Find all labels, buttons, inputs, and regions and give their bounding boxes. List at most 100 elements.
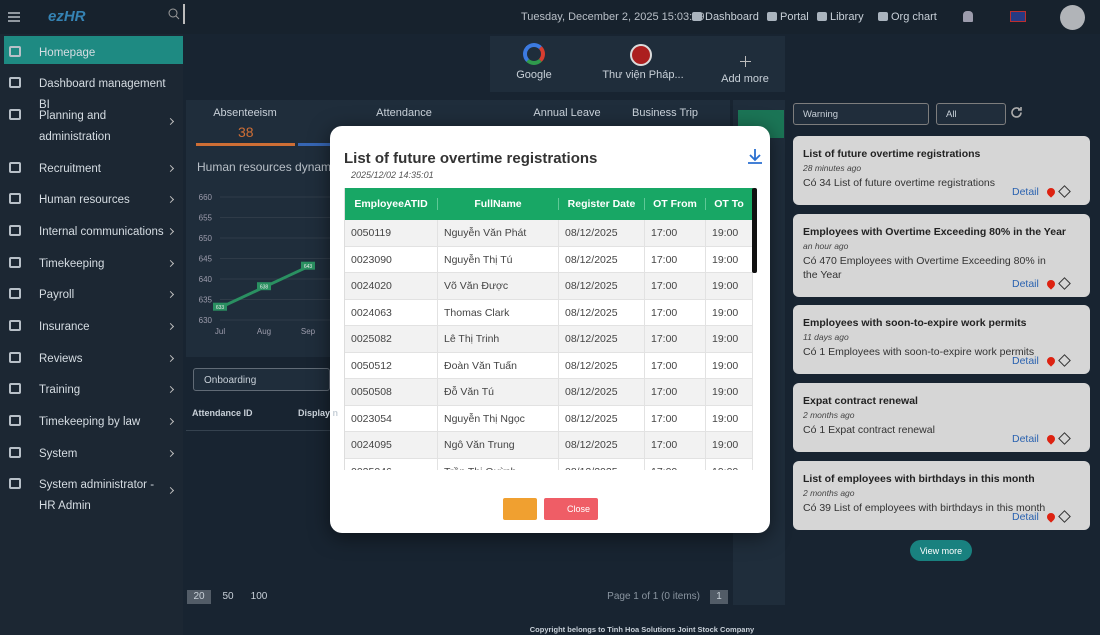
menu-icon[interactable]: [9, 77, 21, 88]
menu-icon[interactable]: [9, 257, 21, 268]
table-row: [345, 379, 753, 406]
table-row: [345, 405, 753, 432]
notification-time: an hour ago: [803, 241, 849, 251]
detail-link[interactable]: Detail: [1012, 433, 1039, 445]
page-size-active: [187, 590, 211, 604]
shortcut-label[interactable]: Thư viện Pháp...: [602, 69, 684, 81]
scrollbar: [752, 188, 757, 273]
menu-item[interactable]: Planning and administration: [39, 110, 111, 143]
filter-select[interactable]: [793, 103, 929, 125]
menu-toggle[interactable]: [8, 11, 20, 23]
refresh-icon[interactable]: [1010, 106, 1023, 119]
menu-item[interactable]: Timekeeping by law: [39, 416, 141, 428]
filter-select[interactable]: [936, 103, 1006, 125]
top-link-icon[interactable]: [767, 12, 777, 21]
view-more-label[interactable]: View more: [919, 546, 963, 556]
view-more-button[interactable]: [910, 540, 972, 561]
add-icon[interactable]: [740, 56, 751, 67]
top-link[interactable]: Portal: [780, 11, 809, 23]
modal-title: List of future overtime registrations: [344, 150, 598, 167]
notification-card: [793, 214, 1090, 297]
shortcut-label[interactable]: Google: [516, 69, 552, 81]
notification-text: Có 1 Employees with soon-to-expire work …: [803, 346, 1035, 358]
detail-link[interactable]: Detail: [1012, 278, 1039, 290]
detail-link[interactable]: Detail: [1012, 511, 1039, 523]
tab-label[interactable]: Annual Leave: [533, 107, 601, 119]
notification-text: Có 470 Employees with Overtime Exceeding…: [803, 255, 1046, 281]
menu-icon[interactable]: [9, 225, 21, 236]
table-cell: 19:00: [706, 326, 753, 353]
table-cell: 08/12/2025: [559, 273, 645, 300]
top-link[interactable]: Dashboard: [705, 11, 759, 23]
tab-label[interactable]: Attendance: [376, 107, 432, 119]
table: EmployeeATID FullName Register Date OT From…: [344, 188, 757, 470]
filter-label[interactable]: All: [946, 109, 957, 120]
tab-bar: [196, 143, 295, 146]
close-label[interactable]: Close: [567, 504, 591, 514]
detail-link[interactable]: Detail: [1012, 186, 1039, 198]
menu-icon[interactable]: [9, 383, 21, 394]
table-cell: 0023090: [345, 246, 438, 273]
menu-icon[interactable]: [9, 447, 21, 458]
page-size[interactable]: 100: [250, 591, 268, 602]
table-cell: 19:00: [706, 299, 753, 326]
avatar[interactable]: [1060, 5, 1085, 30]
tab-label[interactable]: Absenteeism: [213, 107, 277, 119]
notification-time: 28 minutes ago: [803, 163, 862, 173]
menu-item[interactable]: Human resources: [39, 194, 130, 206]
shortcut-label[interactable]: Add more: [721, 73, 769, 85]
menu-item[interactable]: Reviews: [39, 353, 83, 365]
menu-item[interactable]: Training: [39, 384, 81, 396]
top-link[interactable]: Org chart: [891, 11, 937, 23]
select-label: Onboarding: [204, 375, 257, 386]
filter-label[interactable]: Warning: [803, 109, 839, 120]
menu-icon[interactable]: [9, 415, 21, 426]
menu-item[interactable]: System administrator - HR Admin: [39, 479, 155, 512]
google-icon[interactable]: [523, 43, 545, 65]
table-cell: Võ Văn Được: [438, 273, 559, 300]
menu-item[interactable]: Dashboard management BI: [39, 78, 166, 111]
menu-icon[interactable]: [9, 109, 21, 120]
library-icon[interactable]: [630, 44, 652, 66]
menu-icon[interactable]: [9, 478, 21, 489]
menu-item[interactable]: Homepage: [39, 47, 96, 59]
table-cell: 0050512: [345, 352, 438, 379]
y-tick-label: 630: [199, 316, 213, 325]
notification-text: Có 34 List of future overtime registrati…: [803, 177, 996, 189]
menu-icon[interactable]: [9, 162, 21, 173]
page-size[interactable]: 50: [222, 591, 234, 602]
top-link-icon[interactable]: [878, 12, 888, 21]
download-icon[interactable]: [747, 148, 763, 164]
menu-icon[interactable]: [9, 352, 21, 363]
menu-icon[interactable]: [9, 320, 21, 331]
menu-item[interactable]: Insurance: [39, 321, 90, 333]
bell-icon[interactable]: [963, 11, 973, 22]
detail-link[interactable]: Detail: [1012, 355, 1039, 367]
menu-item[interactable]: Recruitment: [39, 163, 101, 175]
top-link[interactable]: Library: [830, 11, 864, 23]
menu-item[interactable]: System: [39, 448, 78, 460]
menu-active[interactable]: [4, 36, 183, 64]
menu-item[interactable]: Payroll: [39, 289, 75, 301]
table-cell: 17:00: [645, 273, 706, 300]
menu-item[interactable]: Internal communications: [39, 226, 164, 238]
y-tick-label: 660: [199, 193, 213, 202]
action-button[interactable]: [503, 498, 537, 520]
menu-icon[interactable]: [9, 46, 21, 57]
table-cell: Đoàn Văn Tuấn: [438, 352, 559, 379]
menu-icon[interactable]: [9, 288, 21, 299]
menu-icon[interactable]: [9, 193, 21, 204]
column-header: FullName: [438, 198, 559, 210]
tab-label[interactable]: Business Trip: [631, 107, 699, 119]
flag[interactable]: [1010, 11, 1026, 22]
table-cell: 08/12/2025: [559, 352, 645, 379]
page-size[interactable]: 20: [193, 591, 205, 602]
table-cell: 08/12/2025: [559, 299, 645, 326]
top-link-icon[interactable]: [692, 12, 702, 21]
onboarding-select[interactable]: [193, 368, 330, 391]
notification-card: [793, 383, 1090, 452]
top-link-icon[interactable]: [817, 12, 827, 21]
search-icon[interactable]: [168, 8, 180, 20]
menu-item[interactable]: Timekeeping: [39, 258, 105, 270]
close-button[interactable]: [544, 498, 598, 520]
